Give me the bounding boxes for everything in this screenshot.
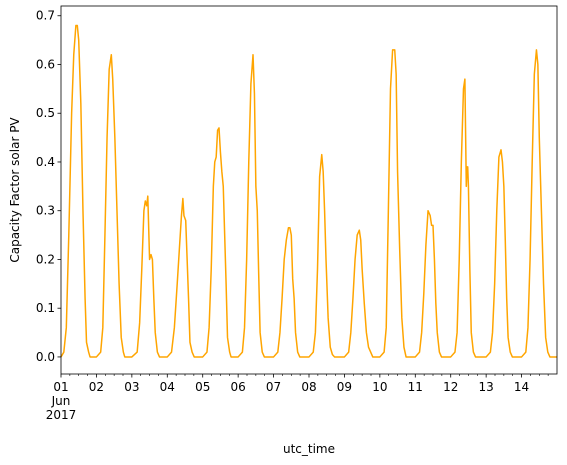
x-tick-label: 08 — [301, 380, 316, 394]
x-tick-label: 06 — [231, 380, 246, 394]
series-line-0 — [60, 24, 557, 358]
y-tick-label: 0.2 — [36, 252, 55, 266]
x-tick-label: 14 — [514, 380, 529, 394]
x-tick-label: 13 — [479, 380, 494, 394]
x-tick-label: 09 — [337, 380, 352, 394]
x-axis-label: utc_time — [283, 442, 335, 456]
y-tick-label: 0.5 — [36, 106, 55, 120]
y-axis-label: Capacity Factor solar PV — [8, 117, 22, 263]
y-tick-label: 0.7 — [36, 9, 55, 23]
y-tick-label: 0.1 — [36, 301, 55, 315]
x-tick-label: 11 — [408, 380, 423, 394]
x-tick-label: 07 — [266, 380, 281, 394]
y-axis: 0.0 0.1 0.2 0.3 0.4 0.5 0.6 0.7 — [36, 9, 61, 364]
x-tick-sublabel: 2017 — [46, 408, 77, 422]
x-tick-label: 02 — [89, 380, 104, 394]
x-tick-label: 04 — [160, 380, 175, 394]
plot-area — [60, 5, 558, 375]
x-tick-sublabel: Jun — [51, 394, 71, 408]
x-tick-label: 03 — [124, 380, 139, 394]
x-tick-label: 05 — [195, 380, 210, 394]
y-tick-label: 0.4 — [36, 155, 55, 169]
x-tick-label: 12 — [443, 380, 458, 394]
x-tick-label: 01 — [53, 380, 68, 394]
y-tick-label: 0.6 — [36, 57, 55, 71]
y-tick-label: 0.3 — [36, 204, 55, 218]
y-tick-label: 0.0 — [36, 350, 55, 364]
x-tick-label: 10 — [372, 380, 387, 394]
plot-frame — [60, 5, 558, 375]
